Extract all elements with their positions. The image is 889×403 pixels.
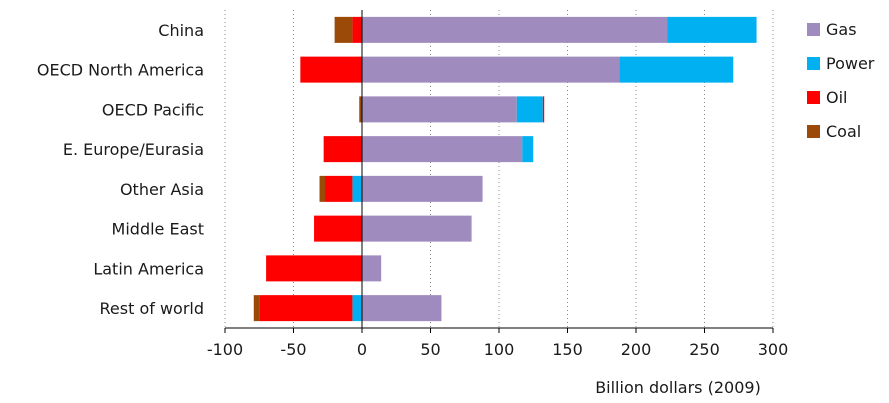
axes xyxy=(224,10,774,333)
category-label: Rest of world xyxy=(100,299,205,318)
legend-swatch-oil xyxy=(807,91,820,104)
category-label: OECD North America xyxy=(37,61,204,80)
x-tick-labels: -100 -50 0 50 100 150 200 250 300 xyxy=(207,340,788,359)
bar-coal xyxy=(334,16,353,43)
bar-coal xyxy=(359,96,362,123)
legend-swatch-power xyxy=(807,57,820,70)
legend-label-oil: Oil xyxy=(826,88,847,107)
bar-power xyxy=(619,56,734,83)
x-tick-label: -50 xyxy=(280,340,306,359)
x-tick-label: 50 xyxy=(420,340,440,359)
category-label: E. Europe/Eurasia xyxy=(63,140,204,159)
x-tick-label: -100 xyxy=(207,340,243,359)
category-label: Latin America xyxy=(93,259,204,278)
bar-oil xyxy=(352,16,362,43)
bar-gas xyxy=(362,56,620,83)
bar-power xyxy=(352,175,362,202)
bar-power xyxy=(667,16,757,43)
bar-oil xyxy=(325,175,353,202)
legend-label-coal: Coal xyxy=(826,122,861,141)
category-label: Middle East xyxy=(112,220,204,239)
x-tick-label: 300 xyxy=(758,340,789,359)
bar-gas xyxy=(362,175,483,202)
bars xyxy=(253,16,757,322)
legend: Gas Power Oil Coal xyxy=(807,20,875,141)
legend-label-power: Power xyxy=(826,54,875,73)
x-tick-label: 0 xyxy=(357,340,367,359)
bar-power xyxy=(352,295,362,322)
bar-power xyxy=(516,96,543,123)
bar-coal xyxy=(319,175,326,202)
x-tick-label: 250 xyxy=(689,340,720,359)
x-tick-label: 150 xyxy=(552,340,583,359)
category-labels: China OECD North America OECD Pacific E. Eu… xyxy=(37,21,204,318)
legend-swatch-gas xyxy=(807,23,820,36)
legend-swatch-coal xyxy=(807,125,820,138)
x-axis-title: Billion dollars (2009) xyxy=(595,378,761,397)
bar-gas xyxy=(362,136,523,163)
x-tick-label: 100 xyxy=(484,340,515,359)
category-label: China xyxy=(158,21,204,40)
bar-gas xyxy=(362,16,668,43)
bar-coal xyxy=(253,295,260,322)
bar-oil xyxy=(300,56,362,83)
bar-gas xyxy=(362,96,517,123)
bar-oil xyxy=(314,215,362,242)
bar-oil xyxy=(542,96,545,123)
legend-label-gas: Gas xyxy=(826,20,857,39)
bar-gas xyxy=(362,295,442,322)
bar-oil xyxy=(266,255,362,282)
bar-gas xyxy=(362,255,382,282)
bar-gas xyxy=(362,215,472,242)
x-tick-label: 200 xyxy=(621,340,652,359)
category-label: Other Asia xyxy=(120,180,204,199)
bar-oil xyxy=(259,295,353,322)
category-label: OECD Pacific xyxy=(102,100,204,119)
bar-power xyxy=(522,136,534,163)
bar-oil xyxy=(323,136,362,163)
